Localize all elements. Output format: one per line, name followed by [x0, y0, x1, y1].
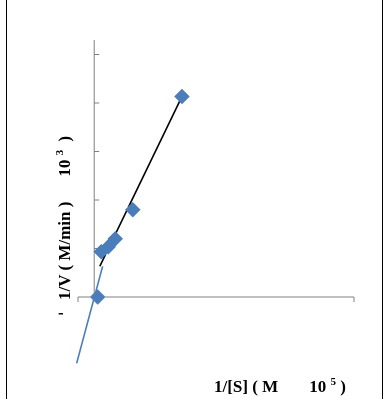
- y-axis-title-exp: 3: [54, 149, 66, 155]
- data-point: [89, 289, 106, 305]
- data-point: [124, 201, 141, 218]
- x-axis-title-prefix: 1/[S] ( M: [214, 377, 278, 396]
- trendline-2: [75, 266, 104, 364]
- data-point: [107, 230, 124, 247]
- axes: [77, 40, 355, 302]
- y-axis-title-suffix: ): [55, 136, 74, 142]
- y-axis-title: 1/V ( M/min ) 10 3 ): [48, 136, 74, 300]
- data-point: [174, 88, 190, 105]
- x-axis-title-gap: [282, 377, 291, 396]
- trendlines: [75, 96, 183, 364]
- x-axis-title-exp: 5: [330, 376, 336, 388]
- y-axis-title-gap: [55, 189, 74, 198]
- y-axis-title-prefix: 1/V ( M/min ): [55, 202, 74, 300]
- chart-frame: [6, 0, 383, 399]
- y-axis-minus-sign: -: [58, 303, 64, 322]
- x-axis-title-exp-base: 10: [309, 377, 326, 396]
- x-axis-title-suffix: ): [340, 377, 346, 396]
- x-axis-title: 1/[S] ( M 10 5 ): [214, 370, 346, 396]
- data-points: [89, 88, 190, 305]
- y-axis-title-exp-base: 10: [55, 160, 74, 177]
